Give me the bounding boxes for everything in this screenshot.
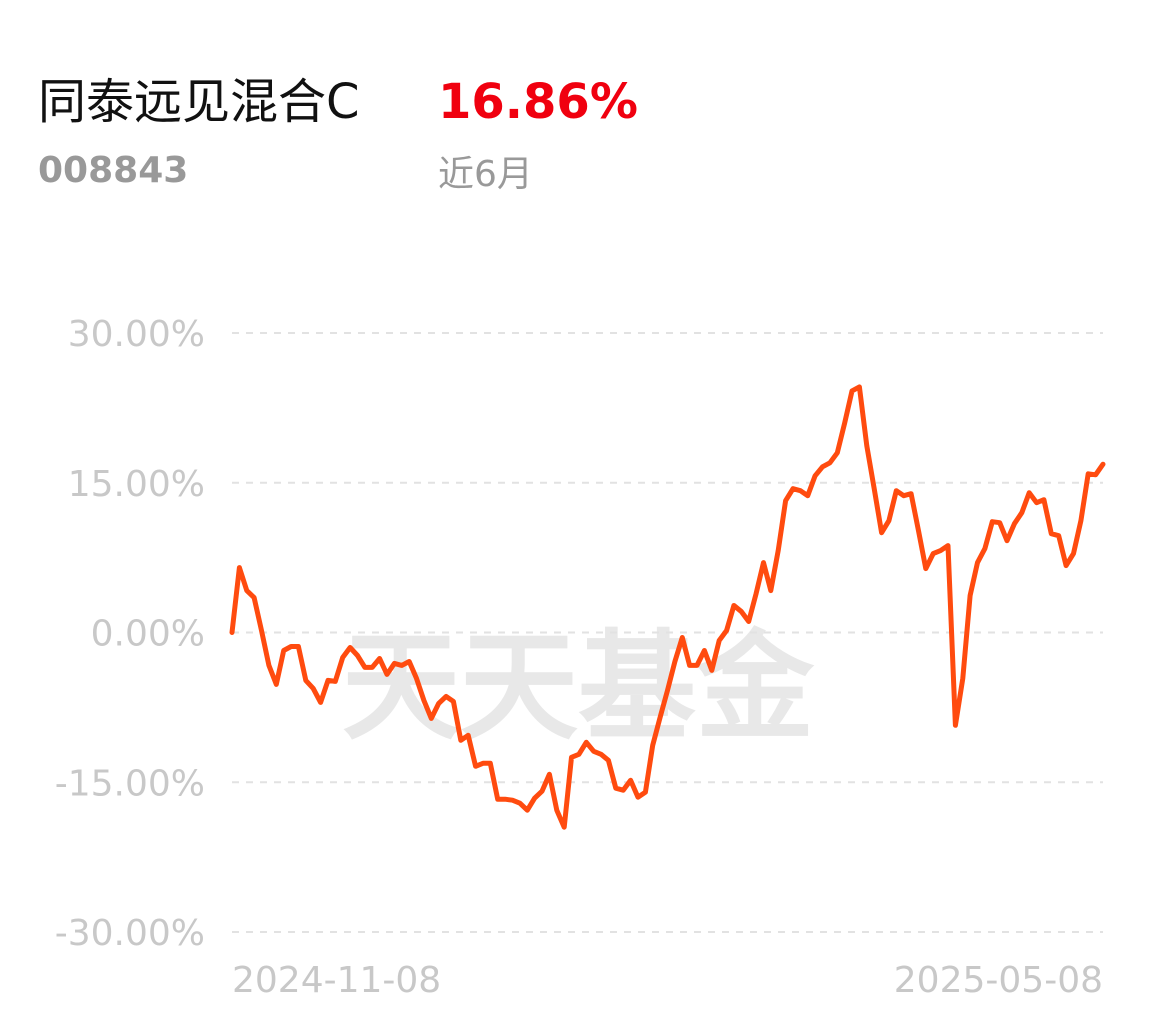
period: 近6月 bbox=[438, 154, 533, 195]
watermark: 天天基金 bbox=[342, 617, 815, 756]
y-tick-label: -15.00% bbox=[55, 763, 205, 804]
y-tick-label: -30.00% bbox=[55, 913, 205, 954]
y-tick-label: 0.00% bbox=[91, 614, 205, 655]
x-tick-label: 2024-11-08 bbox=[232, 960, 441, 1001]
return-value: 16.86% bbox=[438, 74, 638, 130]
fund-name: 同泰远见混合C bbox=[38, 74, 360, 130]
fund-code: 008843 bbox=[38, 150, 188, 191]
x-tick-label: 2025-05-08 bbox=[894, 960, 1103, 1001]
line-series bbox=[229, 384, 1106, 830]
y-tick-label: 15.00% bbox=[68, 464, 205, 505]
y-tick-label: 30.00% bbox=[68, 314, 205, 355]
